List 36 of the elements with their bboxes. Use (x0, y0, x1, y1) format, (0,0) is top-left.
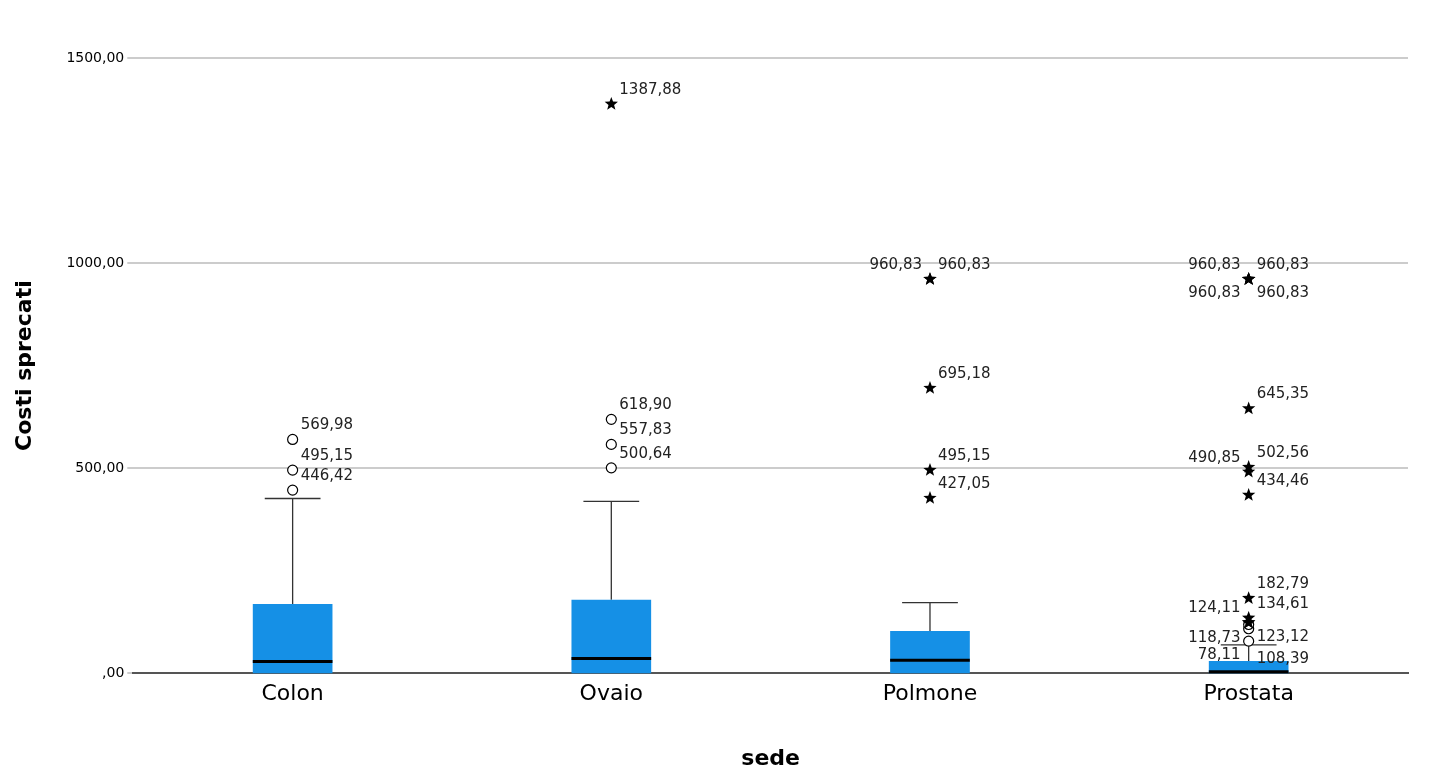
y-tick-label: 1000,00 (66, 253, 125, 270)
data-label: 557,83 (619, 420, 672, 439)
data-label: 645,35 (1256, 384, 1310, 403)
data-label: 118,73 (1188, 628, 1241, 647)
data-label: 490,85 (1188, 447, 1241, 466)
x-tick-label: Ovaio (579, 680, 643, 706)
data-label: 427,05 (937, 473, 991, 492)
data-label: 134,61 (1256, 593, 1310, 612)
data-label: 960,83 (937, 255, 991, 274)
x-tick-label: Colon (261, 680, 324, 706)
data-label: 182,79 (1256, 574, 1310, 593)
data-label: 960,83 (1188, 283, 1241, 302)
data-label: 960,83 (1256, 255, 1310, 274)
data-label: 1387,88 (619, 79, 682, 98)
data-label: 495,15 (937, 446, 991, 465)
data-label: 123,12 (1256, 626, 1310, 645)
data-label: 124,11 (1188, 598, 1241, 617)
y-axis-title: Costi sprecati (10, 280, 36, 451)
data-label: 434,46 (1256, 470, 1310, 489)
data-label: 695,18 (937, 363, 991, 382)
y-tick-label: 1500,00 (66, 48, 125, 65)
data-label: 569,98 (300, 415, 354, 434)
data-label: 960,83 (869, 255, 922, 274)
data-label: 500,64 (619, 443, 672, 462)
data-label: 960,83 (1188, 255, 1241, 274)
x-tick-label: Prostata (1203, 680, 1294, 706)
data-label: 495,15 (300, 446, 354, 465)
x-axis-title: sede (741, 744, 800, 770)
data-label: 502,56 (1256, 442, 1310, 461)
data-label: 78,11 (1197, 645, 1241, 664)
data-label: 618,90 (619, 395, 672, 414)
y-tick-label: 500,00 (75, 458, 125, 475)
y-tick-label: ,00 (102, 663, 125, 680)
data-label: 446,42 (300, 466, 354, 484)
x-tick-label: Polmone (882, 680, 978, 706)
data-label: 960,83 (1256, 283, 1310, 302)
